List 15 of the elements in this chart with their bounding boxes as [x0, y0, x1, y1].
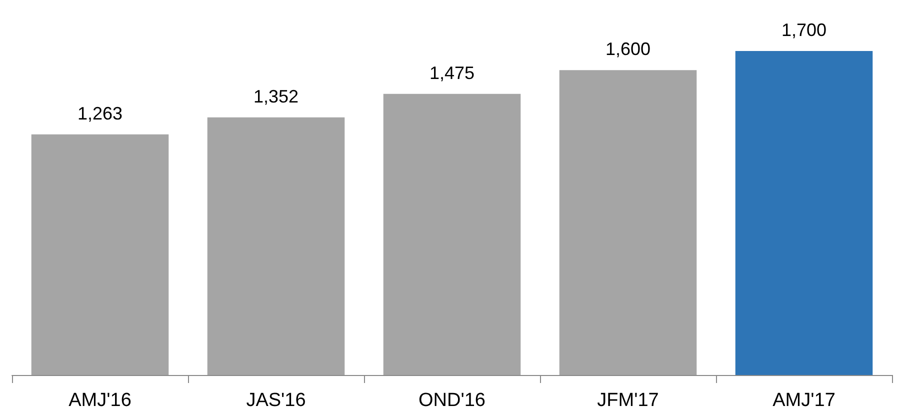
x-tick-label: AMJ'16 [68, 390, 132, 411]
bar [559, 70, 697, 375]
x-tick-label: JFM'17 [597, 390, 659, 411]
bar [383, 94, 521, 375]
bar [735, 51, 873, 375]
x-tick-label: JAS'16 [246, 390, 306, 411]
data-label: 1,600 [605, 39, 651, 60]
bar [31, 134, 169, 375]
data-label: 1,263 [77, 103, 123, 124]
data-label: 1,352 [253, 86, 299, 106]
x-tick-label: OND'16 [418, 390, 486, 411]
data-label: 1,475 [429, 62, 475, 83]
x-tick-label: AMJ'17 [772, 390, 836, 411]
bar [207, 117, 345, 375]
data-label: 1,700 [781, 20, 827, 40]
